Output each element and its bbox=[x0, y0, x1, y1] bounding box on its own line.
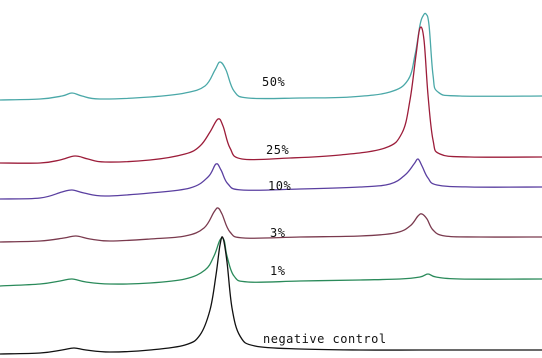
trace-25- bbox=[0, 26, 542, 164]
trace-50- bbox=[0, 12, 542, 101]
label-3-percent: 3% bbox=[270, 226, 286, 240]
label-10-percent: 10% bbox=[268, 179, 291, 193]
label-negative-control: negative control bbox=[263, 332, 387, 346]
trace-negative-control bbox=[0, 236, 542, 355]
label-50-percent: 50% bbox=[262, 75, 285, 89]
trace-1- bbox=[0, 237, 542, 287]
label-25-percent: 25% bbox=[266, 143, 289, 157]
label-1-percent: 1% bbox=[270, 264, 286, 278]
trace-10- bbox=[0, 158, 542, 200]
trace-3- bbox=[0, 207, 542, 243]
trace-group bbox=[0, 12, 542, 355]
